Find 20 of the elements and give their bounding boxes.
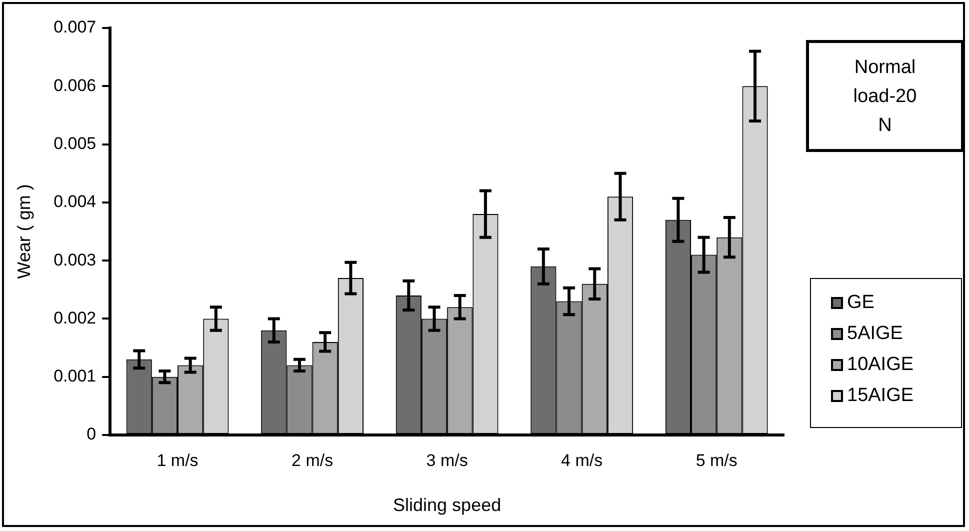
legend-label: 15AIGE: [847, 384, 914, 406]
y-tick-label: 0.007: [54, 18, 96, 37]
y-tick-label: 0.006: [54, 76, 96, 95]
y-tick-label: 0: [86, 424, 96, 444]
legend-label: GE: [847, 292, 874, 314]
y-tick-label: 0.004: [54, 192, 96, 212]
y-tick-label: 0.001: [54, 366, 96, 386]
x-tick-label: 1 m/s: [156, 450, 198, 470]
legend-label: 10AIGE: [847, 354, 914, 376]
x-tick-label: 3 m/s: [426, 450, 468, 470]
x-tick-label: 2 m/s: [292, 450, 334, 470]
x-tick-label: 4 m/s: [561, 450, 603, 470]
text: Normal load-20 N: [852, 56, 918, 138]
x-tick-label: 5 m/s: [696, 450, 738, 470]
x-axis-title: Sliding speed: [393, 495, 502, 516]
y-tick-label: 0.005: [54, 134, 96, 153]
legend-label: 5AIGE: [847, 322, 903, 344]
y-tick-label: 0.002: [54, 308, 96, 328]
y-axis-title: Wear ( gm ): [14, 184, 34, 279]
y-tick-label: 0.003: [54, 250, 96, 270]
